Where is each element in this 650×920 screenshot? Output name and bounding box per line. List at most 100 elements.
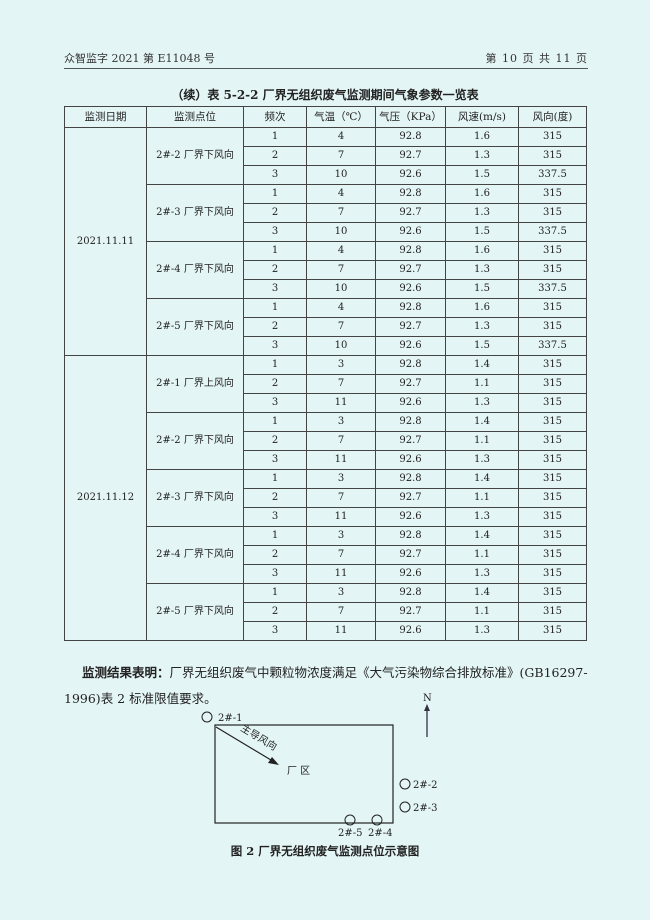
figure-caption: 图 2 厂界无组织废气监测点位示意图 — [230, 844, 420, 858]
monitoring-point-diagram: 主导风向 厂 区 N 2#-1 2#-2 2#-3 2#-4 2#-5 — [201, 693, 437, 839]
value-cell: 3 — [243, 336, 307, 356]
north-label: N — [423, 693, 432, 704]
value-cell: 1.3 — [445, 564, 519, 584]
value-cell: 2 — [243, 602, 307, 622]
value-cell: 315 — [518, 564, 587, 584]
plant-boundary — [214, 724, 394, 824]
value-cell: 315 — [518, 317, 587, 337]
value-cell: 4 — [306, 127, 376, 147]
table-row: 3 10 92.6 1.5 337.5 — [65, 336, 587, 356]
point-cell: 2#-1 厂界上风向 — [146, 355, 244, 413]
value-cell: 1.3 — [445, 260, 519, 280]
value-cell: 92.8 — [375, 241, 446, 261]
value-cell: 315 — [518, 146, 587, 166]
value-cell: 2 — [243, 488, 307, 508]
value-cell: 10 — [306, 222, 376, 242]
value-cell: 337.5 — [518, 279, 587, 299]
value-cell: 1.1 — [445, 545, 519, 565]
value-cell: 3 — [306, 583, 376, 603]
value-cell: 7 — [306, 545, 376, 565]
value-cell: 337.5 — [518, 165, 587, 185]
conclusion-label: 监测结果表明： — [82, 665, 170, 680]
value-cell: 315 — [518, 469, 587, 489]
column-header: 风速(m/s) — [445, 106, 519, 128]
table-row: 3 11 92.6 1.3 315 — [65, 621, 587, 641]
value-cell: 315 — [518, 412, 587, 432]
table-row: 3 10 92.6 1.5 337.5 — [65, 222, 587, 242]
value-cell: 315 — [518, 583, 587, 603]
point-label: 2#-3 — [413, 803, 437, 814]
point-cell: 2#-5 厂界下风向 — [146, 298, 244, 356]
value-cell: 3 — [306, 469, 376, 489]
table-row: 2021.11.11 2#-2 厂界下风向 1 4 92.8 1.6 315 — [64, 127, 587, 356]
point-label: 2#-1 — [218, 713, 242, 724]
value-cell: 11 — [306, 450, 376, 470]
value-cell: 1.5 — [445, 165, 519, 185]
value-cell: 92.7 — [375, 203, 446, 223]
value-cell: 1.5 — [445, 336, 519, 356]
table-header-row: 监测日期 监测点位 频次 气温（℃） 气压（KPa） 风速(m/s) 风向(度) — [64, 106, 587, 128]
value-cell: 1.4 — [445, 355, 519, 375]
value-cell: 315 — [518, 298, 587, 318]
value-cell: 92.6 — [375, 621, 446, 641]
value-cell: 1 — [243, 583, 307, 603]
table-caption: （续）表 5-2-2 厂界无组织废气监测期间气象参数一览表 — [171, 88, 479, 102]
table-row: 2 7 92.7 1.3 315 — [65, 317, 587, 337]
value-cell: 1.5 — [445, 222, 519, 242]
value-cell: 10 — [306, 165, 376, 185]
report-number: 众智监字 2021 第 E11048 号 — [64, 52, 216, 65]
value-cell: 11 — [306, 621, 376, 641]
table-row: 3 11 92.6 1.3 315 — [65, 564, 587, 584]
value-cell: 1.6 — [445, 184, 519, 204]
value-cell: 2 — [243, 545, 307, 565]
value-cell: 315 — [518, 203, 587, 223]
value-cell: 2 — [243, 317, 307, 337]
value-cell: 315 — [518, 374, 587, 394]
value-cell: 1 — [243, 298, 307, 318]
table-row: 2 7 92.7 1.1 315 — [65, 488, 587, 508]
conclusion-text: 厂界无组织废气中颗粒物浓度满足《大气污染物综合排放标准》(GB16297-199… — [64, 665, 588, 706]
point-label: 2#-5 — [338, 828, 362, 839]
value-cell: 4 — [306, 184, 376, 204]
value-cell: 1.3 — [445, 146, 519, 166]
value-cell: 92.6 — [375, 393, 446, 413]
value-cell: 92.8 — [375, 127, 446, 147]
value-cell: 3 — [306, 412, 376, 432]
value-cell: 315 — [518, 621, 587, 641]
value-cell: 1 — [243, 526, 307, 546]
value-cell: 1.3 — [445, 393, 519, 413]
value-cell: 92.7 — [375, 146, 446, 166]
value-cell: 92.6 — [375, 165, 446, 185]
point-cell: 2#-3 厂界下风向 — [146, 184, 244, 242]
value-cell: 11 — [306, 507, 376, 527]
point-cell: 2#-5 厂界下风向 — [146, 583, 244, 641]
value-cell: 1.4 — [445, 526, 519, 546]
column-header: 风向(度) — [518, 106, 587, 128]
value-cell: 1.3 — [445, 450, 519, 470]
value-cell: 1 — [243, 469, 307, 489]
value-cell: 3 — [306, 526, 376, 546]
value-cell: 1.1 — [445, 602, 519, 622]
table-row: 2#-2 厂界下风向 1 3 92.8 1.4 315 — [65, 412, 587, 470]
value-cell: 2 — [243, 260, 307, 280]
point-marker — [371, 814, 383, 826]
table-row: 2#-4 厂界下风向 1 3 92.8 1.4 315 — [65, 526, 587, 584]
value-cell: 92.6 — [375, 336, 446, 356]
value-cell: 2 — [243, 374, 307, 394]
weather-table: 监测日期 监测点位 频次 气温（℃） 气压（KPa） 风速(m/s) 风向(度) 2021.… — [64, 106, 587, 641]
value-cell: 1 — [243, 241, 307, 261]
value-cell: 92.8 — [375, 412, 446, 432]
value-cell: 1.6 — [445, 127, 519, 147]
value-cell: 92.6 — [375, 564, 446, 584]
value-cell: 7 — [306, 317, 376, 337]
value-cell: 315 — [518, 526, 587, 546]
point-label: 2#-4 — [368, 828, 392, 839]
value-cell: 11 — [306, 393, 376, 413]
conclusion: 监测结果表明：厂界无组织废气中颗粒物浓度满足《大气污染物综合排放标准》(GB16… — [64, 660, 594, 712]
wind-arrowhead — [268, 757, 279, 765]
value-cell: 92.6 — [375, 450, 446, 470]
value-cell: 7 — [306, 260, 376, 280]
value-cell: 92.8 — [375, 355, 446, 375]
value-cell: 10 — [306, 336, 376, 356]
value-cell: 3 — [243, 222, 307, 242]
